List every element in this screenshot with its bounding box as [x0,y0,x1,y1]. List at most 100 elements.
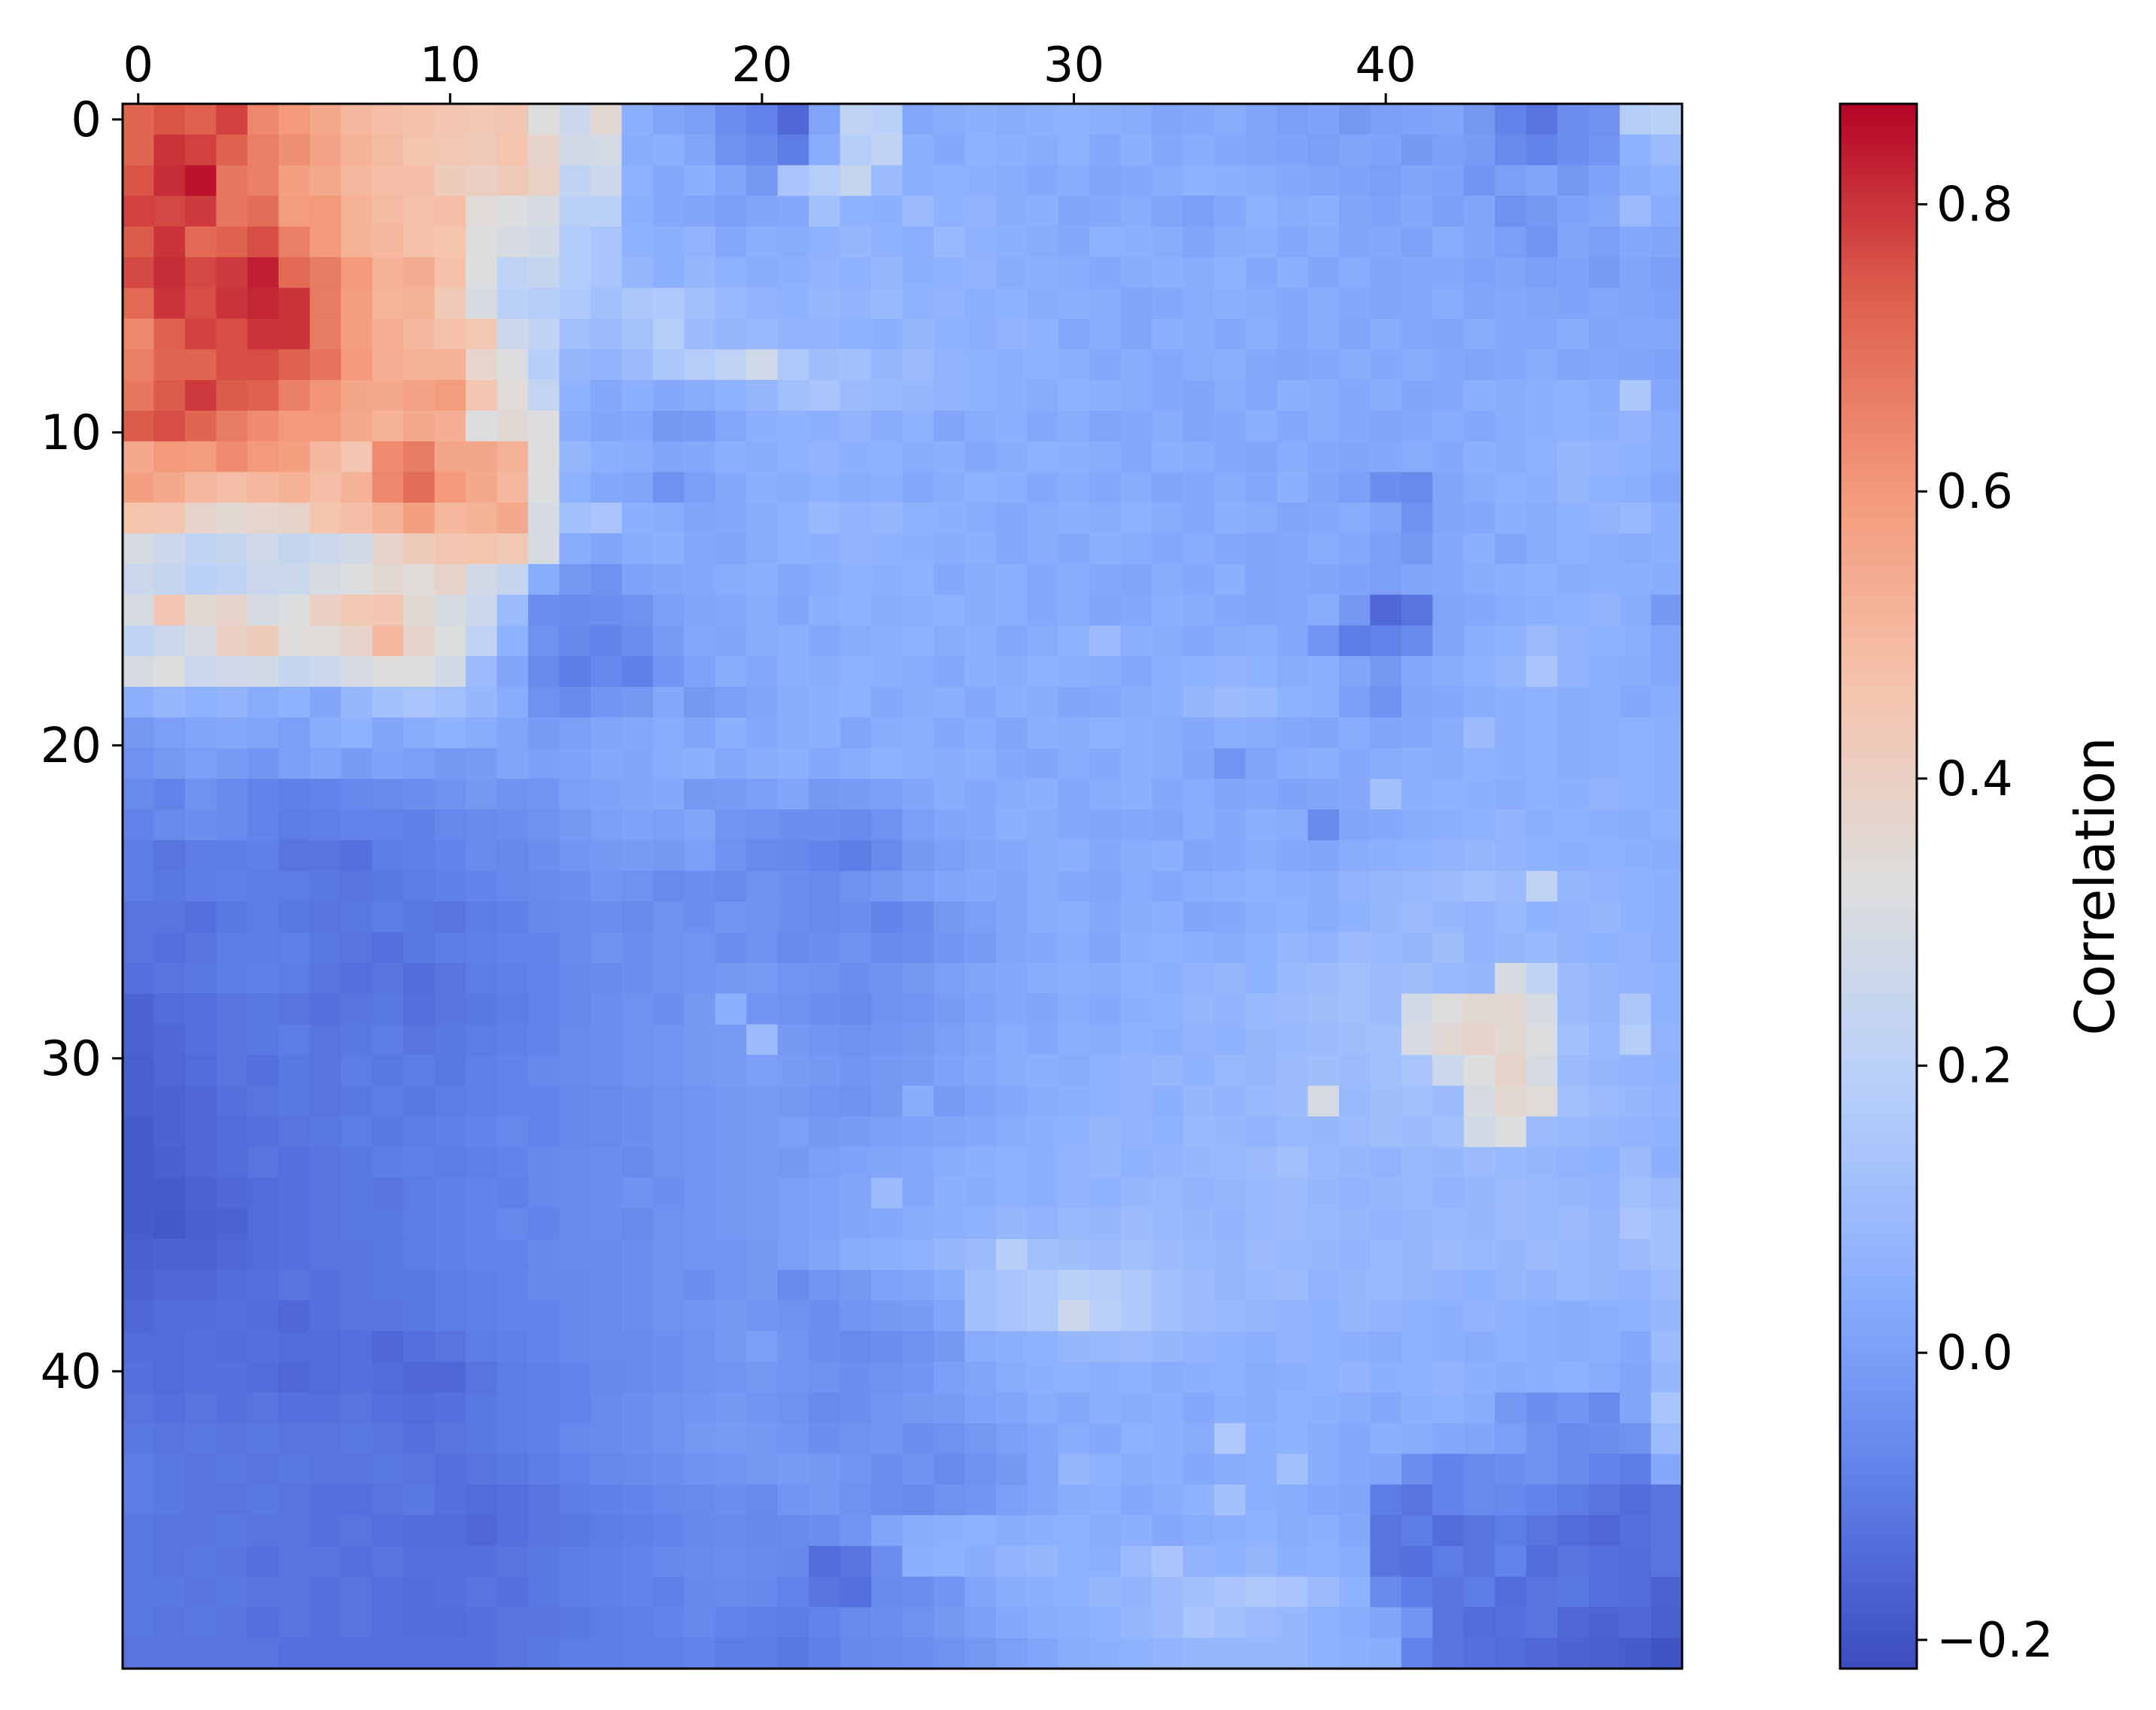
heatmap-cell [123,318,155,350]
heatmap-cell [372,656,404,688]
heatmap-cell [527,410,560,442]
heatmap-cell [964,1177,997,1209]
heatmap-cell [341,932,373,964]
heatmap-cell [247,1208,279,1240]
heatmap-cell [403,1453,436,1485]
heatmap-cell [341,1208,373,1240]
heatmap-cell [1245,134,1277,166]
heatmap-cell [777,1300,809,1332]
heatmap-cell [123,1269,155,1301]
heatmap-cell [871,503,903,534]
heatmap-cell [123,287,155,320]
heatmap-cell [153,1453,186,1485]
heatmap-cell [1401,226,1433,258]
heatmap-cell [1620,1392,1652,1424]
heatmap-cell [809,1300,841,1332]
heatmap-cell [403,441,436,473]
heatmap-cell [527,656,560,688]
heatmap-cell [809,1576,841,1608]
heatmap-cell [559,1055,591,1086]
heatmap-cell [746,656,779,688]
heatmap-cell [809,809,841,841]
heatmap-cell [1463,686,1496,718]
heatmap-cell [1245,840,1277,872]
heatmap-cell [247,165,279,196]
heatmap-cell [434,594,466,626]
heatmap-cell [1588,410,1620,442]
heatmap-cell [403,1515,436,1547]
heatmap-cell [871,1086,903,1117]
heatmap-cell [1027,257,1059,289]
heatmap-cell [1089,472,1122,503]
heatmap-cell [123,779,155,810]
heatmap-cell [1401,809,1433,841]
heatmap-cell [559,1607,591,1639]
heatmap-cell [652,1545,685,1578]
heatmap-cell [1495,1269,1527,1301]
heatmap-cell [434,686,466,718]
heatmap-cell [1307,287,1340,320]
heatmap-cell [1277,1055,1309,1086]
heatmap-cell [902,779,934,810]
heatmap-cell [1152,594,1184,626]
heatmap-cell [341,779,373,810]
heatmap-cell [559,809,591,841]
heatmap-cell [1338,349,1371,381]
heatmap-cell [684,287,716,320]
heatmap-cell [247,809,279,841]
heatmap-cell [1152,625,1184,657]
heatmap-cell [995,748,1028,779]
heatmap-cell [247,134,279,166]
heatmap-cell [964,1269,997,1301]
heatmap-cell [1277,993,1309,1025]
heatmap-cell [1120,196,1152,227]
heatmap-cell [777,932,809,964]
heatmap-cell [590,1239,622,1271]
heatmap-cell [933,748,966,779]
heatmap-cell [1370,1239,1402,1271]
heatmap-cell [434,1300,466,1332]
heatmap-cell [1027,1362,1059,1393]
heatmap-cell [1307,410,1340,442]
heatmap-cell [809,410,841,442]
heatmap-cell [527,993,560,1025]
heatmap-cell [1620,1331,1652,1362]
heatmap-cell [1027,1086,1059,1117]
heatmap-cell [1120,1545,1152,1578]
heatmap-cell [123,472,155,503]
heatmap-cell [184,1362,217,1393]
heatmap-cell [184,1177,217,1209]
heatmap-cell [964,533,997,565]
heatmap-cell [184,870,217,902]
heatmap-cell [840,1239,872,1271]
heatmap-cell [902,1300,934,1332]
heatmap-cell [995,196,1028,227]
heatmap-cell [652,1515,685,1547]
heatmap-cell [1557,1607,1590,1639]
heatmap-cell [1214,1055,1247,1086]
heatmap-cell [995,840,1028,872]
heatmap-cell [590,870,622,902]
heatmap-cell [621,257,654,289]
heatmap-cell [871,441,903,473]
heatmap-cell [434,472,466,503]
heatmap-cell [341,503,373,534]
heatmap-cell [1058,993,1090,1025]
heatmap-cell [809,779,841,810]
heatmap-cell [247,1423,279,1455]
heatmap-cell [621,1177,654,1209]
heatmap-cell [403,134,436,166]
heatmap-cell [216,1392,248,1424]
heatmap-cell [995,1300,1028,1332]
heatmap-cell [1401,1484,1433,1516]
heatmap-cell [1370,1607,1402,1639]
heatmap-cell [247,932,279,964]
heatmap-cell [1526,625,1558,657]
heatmap-cell [746,1147,779,1179]
heatmap-cell [559,686,591,718]
heatmap-cell [278,1269,311,1301]
heatmap-cell [527,196,560,227]
heatmap-cell [527,1055,560,1086]
heatmap-cell [933,1515,966,1547]
heatmap-cell [1277,748,1309,779]
